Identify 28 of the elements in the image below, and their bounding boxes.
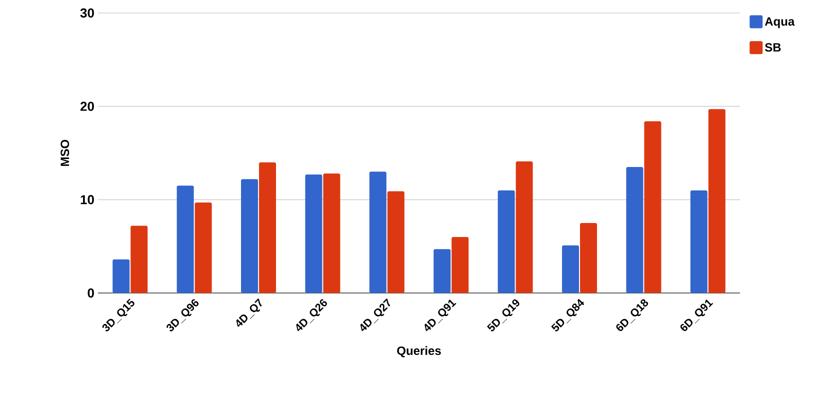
bar xyxy=(562,245,580,293)
bar xyxy=(452,237,469,293)
bar xyxy=(434,249,451,293)
bar xyxy=(516,161,533,293)
bar xyxy=(369,172,386,293)
y-tick-label: 30 xyxy=(80,8,94,18)
bar xyxy=(498,190,515,293)
y-tick-label: 0 xyxy=(88,288,94,298)
bar xyxy=(305,174,322,293)
bar xyxy=(626,167,644,293)
bar xyxy=(241,179,258,293)
legend-label: Aqua xyxy=(764,17,795,28)
bar xyxy=(323,174,340,293)
legend-label: SB xyxy=(764,43,781,52)
x-axis-title: Queries xyxy=(397,346,441,358)
bar xyxy=(644,121,662,293)
bar xyxy=(176,186,194,293)
bar xyxy=(259,162,276,293)
y-tick-label: 20 xyxy=(80,102,94,111)
bar xyxy=(194,202,212,293)
y-tick-label: 10 xyxy=(80,195,94,204)
y-axis-title: MSO xyxy=(60,140,70,166)
bar xyxy=(708,109,726,293)
bar xyxy=(130,226,148,293)
bar xyxy=(387,191,404,293)
bar xyxy=(690,190,708,293)
bar xyxy=(112,259,130,293)
bar xyxy=(580,223,598,293)
